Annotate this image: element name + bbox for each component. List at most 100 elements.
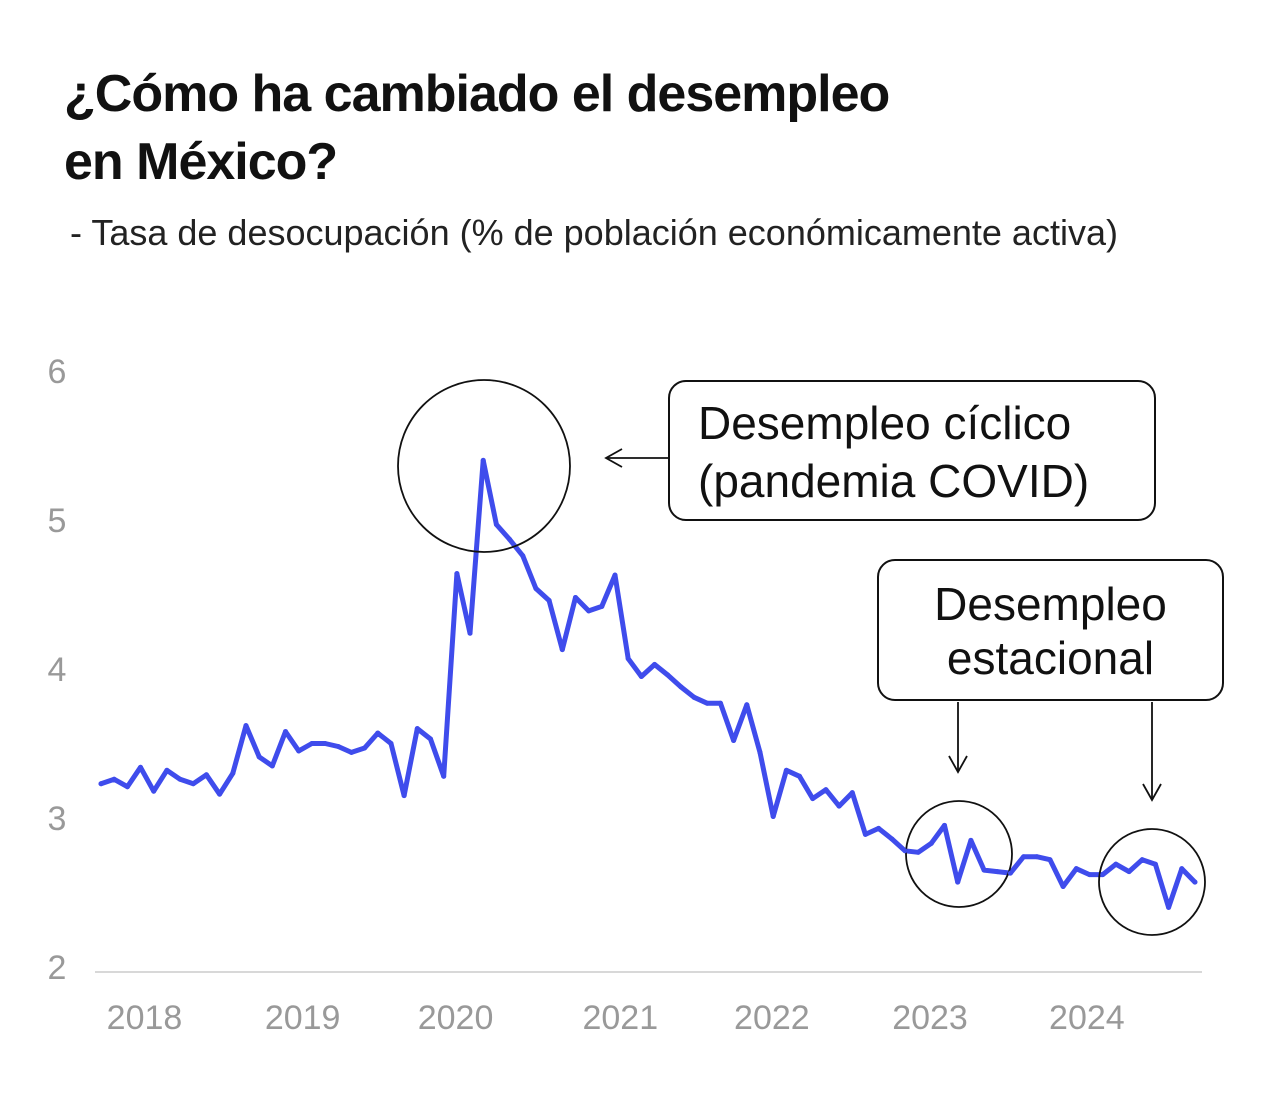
title-line-2: en México? xyxy=(64,133,338,191)
x-tick-label: 2021 xyxy=(582,999,658,1037)
data-point xyxy=(230,770,236,776)
x-tick-label: 2024 xyxy=(1049,999,1125,1037)
data-point xyxy=(1100,872,1106,878)
data-point xyxy=(335,743,341,749)
x-tick-label: 2023 xyxy=(892,999,968,1037)
chart-title: ¿Cómo ha cambiado el desempleo en México? xyxy=(64,60,1064,196)
y-tick-label: 4 xyxy=(48,651,67,689)
data-point xyxy=(902,848,908,854)
data-point xyxy=(520,553,526,559)
data-point xyxy=(309,741,315,746)
data-point xyxy=(454,571,460,577)
data-point xyxy=(164,767,170,773)
data-point xyxy=(322,741,328,746)
data-point xyxy=(572,594,578,600)
y-tick-label: 3 xyxy=(48,800,67,838)
data-point xyxy=(1126,869,1132,875)
data-point xyxy=(1060,884,1066,890)
data-point xyxy=(177,776,183,782)
data-point xyxy=(612,572,618,578)
title-line-1: ¿Cómo ha cambiado el desempleo xyxy=(64,65,890,123)
data-point xyxy=(928,840,934,846)
data-point xyxy=(1139,857,1145,863)
data-point xyxy=(968,837,974,843)
data-point xyxy=(678,684,684,690)
seasonal-annotation-line-1: Desempleo xyxy=(934,578,1167,630)
data-point xyxy=(823,787,829,793)
data-point xyxy=(467,630,473,636)
data-point xyxy=(480,457,486,463)
data-point xyxy=(625,656,631,662)
data-point xyxy=(1007,870,1013,876)
data-point xyxy=(717,700,723,706)
data-point xyxy=(744,702,750,708)
data-point xyxy=(862,831,868,837)
covid-highlight-circle xyxy=(397,379,571,553)
data-point xyxy=(98,781,104,787)
data-point xyxy=(797,773,803,779)
data-point xyxy=(546,597,552,603)
data-point xyxy=(889,836,895,842)
data-point xyxy=(691,694,697,700)
x-tick-label: 2020 xyxy=(418,999,494,1037)
series-line xyxy=(98,457,1198,910)
data-point xyxy=(810,796,816,802)
data-point xyxy=(428,736,433,742)
data-point xyxy=(1113,861,1119,867)
data-point xyxy=(599,603,605,609)
y-tick-label: 2 xyxy=(48,949,67,987)
data-point xyxy=(652,662,658,668)
data-point xyxy=(638,673,644,679)
arrow-to-2023 xyxy=(948,702,968,774)
data-point xyxy=(269,763,275,769)
data-point xyxy=(283,729,289,735)
data-point xyxy=(955,879,961,885)
data-point xyxy=(151,788,157,794)
data-point xyxy=(190,781,196,787)
arrow-to-2024 xyxy=(1142,702,1162,802)
cyclical-annotation: Desempleo cíclico (pandemia COVID) xyxy=(668,380,1156,521)
data-point xyxy=(1192,879,1198,885)
seasonal-highlight-circle-2024 xyxy=(1098,828,1206,936)
data-point xyxy=(994,869,1000,875)
data-point xyxy=(375,730,381,736)
data-point xyxy=(401,793,407,799)
data-point xyxy=(1073,866,1079,872)
data-point xyxy=(493,521,499,527)
data-point xyxy=(203,772,209,778)
data-point xyxy=(876,825,882,831)
x-tick-label: 2018 xyxy=(107,999,183,1037)
data-point xyxy=(138,764,144,770)
data-point xyxy=(256,754,262,760)
data-point xyxy=(1087,872,1092,878)
data-point xyxy=(414,726,420,732)
seasonal-highlight-circle-2023 xyxy=(905,800,1013,908)
data-point xyxy=(1034,854,1040,860)
cyclical-annotation-line-2: (pandemia COVID) xyxy=(698,455,1090,507)
data-point xyxy=(388,741,394,746)
data-point xyxy=(362,745,368,751)
seasonal-annotation-line-2: estacional xyxy=(946,632,1155,684)
data-point xyxy=(217,791,223,797)
data-point xyxy=(1179,866,1185,872)
data-point xyxy=(296,748,302,754)
data-point xyxy=(770,814,776,820)
seasonal-annotation: Desempleo estacional xyxy=(877,559,1224,701)
data-point xyxy=(533,586,539,592)
data-point xyxy=(942,822,948,828)
x-tick-label: 2019 xyxy=(265,999,341,1037)
y-tick-label: 6 xyxy=(48,353,67,391)
x-tick-label: 2022 xyxy=(734,999,810,1037)
data-point xyxy=(665,672,671,678)
data-point xyxy=(981,867,987,873)
data-point xyxy=(243,723,249,729)
data-point xyxy=(559,647,565,653)
data-point xyxy=(1021,854,1027,860)
arrow-to-covid xyxy=(604,448,668,468)
data-point xyxy=(757,749,763,755)
data-point xyxy=(124,784,130,790)
data-point xyxy=(915,849,921,855)
data-point xyxy=(836,803,842,809)
data-point xyxy=(1152,861,1158,867)
